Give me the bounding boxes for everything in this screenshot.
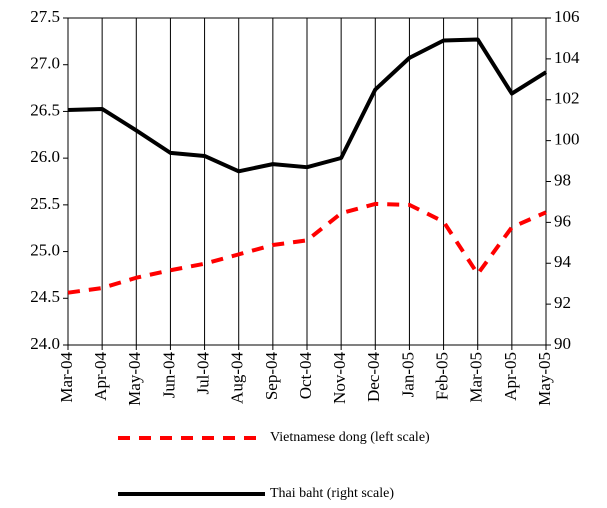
x-tick-label: Mar-04 xyxy=(57,352,76,403)
x-tick-label: Jan-05 xyxy=(398,352,417,397)
x-tick-label: Aug-04 xyxy=(228,352,247,404)
x-tick-label: Oct-04 xyxy=(296,352,315,400)
series-line xyxy=(67,37,548,174)
y-tick-label: 24.5 xyxy=(30,287,60,306)
y2-tick-label: 100 xyxy=(554,130,580,149)
x-tick-label: Jun-04 xyxy=(159,352,178,399)
y2-tick-label: 94 xyxy=(554,252,572,271)
y-tick-label: 26.5 xyxy=(30,100,60,119)
legend-label: Thai baht (right scale) xyxy=(270,486,394,501)
x-tick-label: May-05 xyxy=(535,352,554,406)
y-tick-label: 25.0 xyxy=(30,240,60,259)
x-tick-label: Jul-04 xyxy=(193,352,212,395)
y-tick-label: 27.0 xyxy=(30,54,60,73)
x-tick-label: Mar-05 xyxy=(467,352,486,403)
y-tick-label: 24.0 xyxy=(30,334,60,353)
x-tick-label: Sep-04 xyxy=(262,352,281,401)
y-tick-label: 25.5 xyxy=(30,194,60,213)
plot-frame xyxy=(67,17,547,346)
x-tick-label: Dec-04 xyxy=(364,352,383,403)
x-tick-label: Apr-05 xyxy=(501,352,520,401)
y2-tick-label: 90 xyxy=(554,334,571,353)
y2-tick-label: 104 xyxy=(554,48,580,67)
y2-tick-label: 98 xyxy=(554,170,571,189)
y2-tick-label: 92 xyxy=(554,293,571,312)
legend-label: Vietnamese dong (left scale) xyxy=(270,430,430,445)
y2-tick-label: 102 xyxy=(554,89,580,108)
y-tick-label: 27.5 xyxy=(30,7,60,26)
x-tick-label: Apr-04 xyxy=(91,352,110,401)
y2-tick-label: 106 xyxy=(554,7,580,26)
y-tick-label: 26.0 xyxy=(30,147,60,166)
x-tick-label: Feb-05 xyxy=(432,352,451,400)
y2-tick-label: 96 xyxy=(554,211,571,230)
x-tick-label: May-04 xyxy=(125,352,144,406)
x-tick-label: Nov-04 xyxy=(330,352,349,404)
